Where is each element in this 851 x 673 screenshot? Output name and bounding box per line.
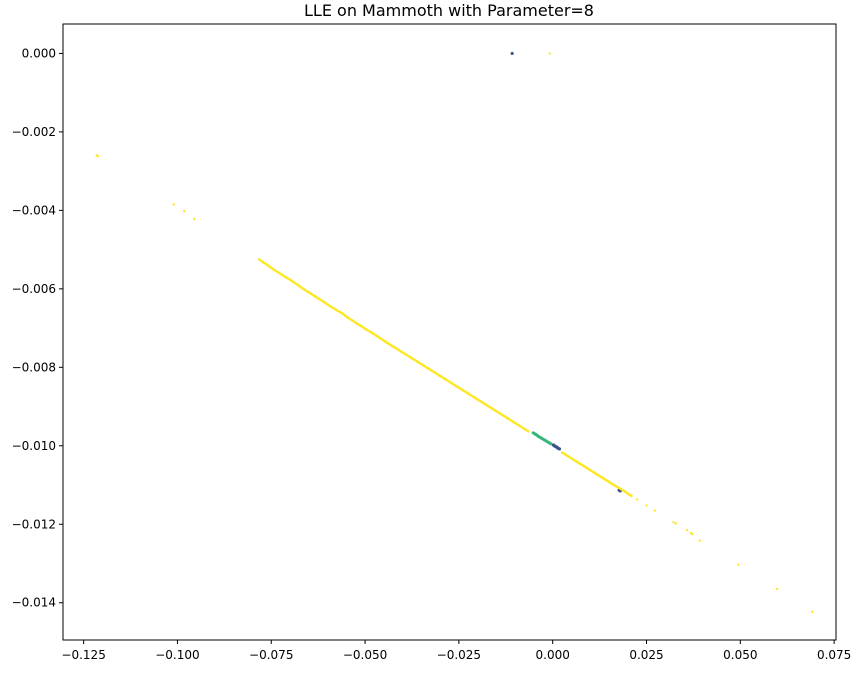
yellow-band-segment <box>314 295 325 303</box>
yellow-point <box>172 203 175 206</box>
y-tick-label: −0.014 <box>12 596 56 610</box>
yellow-point <box>635 498 639 501</box>
x-tick-label: −0.025 <box>437 648 481 662</box>
yellow-band-segment <box>328 304 338 311</box>
x-tick-label: 0.050 <box>723 648 757 662</box>
chart-title: LLE on Mammoth with Parameter=8 <box>304 1 594 20</box>
yellow-band-segment <box>628 493 633 498</box>
yellow-point <box>193 217 196 221</box>
yellow-point <box>674 522 677 525</box>
yellow-point <box>183 209 186 213</box>
y-tick-label: −0.010 <box>12 439 56 453</box>
yellow-point <box>685 528 689 532</box>
x-tick-label: −0.100 <box>155 648 199 662</box>
yellow-point <box>653 509 656 512</box>
x-tick-label: 0.025 <box>629 648 663 662</box>
x-axis: −0.125 −0.100 −0.075 −0.050 −0.025 0.000 0.025… <box>61 640 851 662</box>
yellow-band-segment <box>523 427 530 433</box>
yellow-point <box>737 563 740 566</box>
plot-frame <box>62 23 837 641</box>
x-tick-label: −0.050 <box>343 648 387 662</box>
x-tick-label: −0.125 <box>61 648 105 662</box>
yellow-point <box>548 52 551 55</box>
y-tick-label: −0.002 <box>12 125 56 139</box>
y-tick-label: −0.008 <box>12 360 56 374</box>
x-tick-label: 0.000 <box>536 648 570 662</box>
yellow-point <box>645 504 648 507</box>
yellow-band-segment <box>611 483 626 493</box>
yellow-point <box>811 610 814 613</box>
x-tick-label: 0.075 <box>817 648 851 662</box>
blue-point <box>510 51 514 56</box>
yellow-point <box>698 539 701 542</box>
yellow-point <box>96 155 100 158</box>
y-tick-label: 0.000 <box>22 46 56 60</box>
blue-band-segment <box>556 446 561 451</box>
y-tick-label: −0.004 <box>12 203 56 217</box>
points-layer <box>95 51 814 613</box>
y-tick-label: −0.012 <box>12 517 56 531</box>
y-axis: 0.000 −0.002 −0.004 −0.006 −0.008 −0.010 −0.01… <box>12 46 63 610</box>
yellow-point <box>672 521 675 524</box>
green-band-segment <box>547 441 553 446</box>
y-tick-label: −0.006 <box>12 282 56 296</box>
yellow-band-segment <box>321 300 331 307</box>
yellow-point <box>775 587 779 591</box>
x-tick-label: −0.075 <box>249 648 293 662</box>
yellow-point <box>691 532 694 536</box>
yellow-band-segment <box>295 282 306 291</box>
yellow-band-segment <box>334 308 344 315</box>
